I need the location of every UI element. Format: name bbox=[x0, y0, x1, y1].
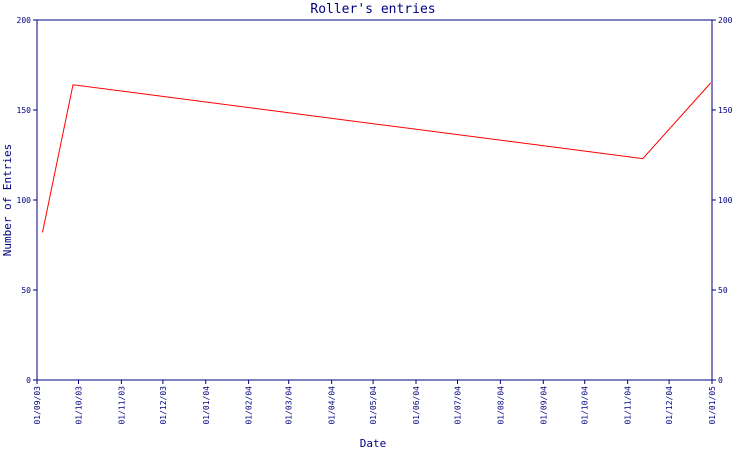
y-tick-label-left: 0 bbox=[26, 376, 31, 385]
x-tick-label: 01/09/03 bbox=[33, 386, 42, 425]
series-layer bbox=[41, 82, 712, 234]
series-line bbox=[42, 82, 711, 233]
x-tick-label: 01/08/04 bbox=[496, 386, 505, 425]
y-tick-label-right: 150 bbox=[718, 106, 733, 115]
y-tick-label-left: 100 bbox=[17, 196, 32, 205]
data-point bbox=[641, 157, 644, 160]
x-tick-label: 01/09/04 bbox=[539, 386, 548, 425]
x-tick-label: 01/03/04 bbox=[285, 386, 294, 425]
x-tick-label: 01/10/04 bbox=[581, 386, 590, 425]
y-axis-ticks: 0 0 50 50 100 100 150 150 200 200 bbox=[17, 16, 733, 385]
plot-frame bbox=[36, 19, 713, 381]
x-axis-ticks: 01/09/03 01/10/03 01/11/03 01/12/03 01/01/04… bbox=[33, 380, 717, 425]
plot-border bbox=[36, 19, 713, 381]
x-tick-label: 01/01/04 bbox=[202, 386, 211, 425]
y-axis-title: Number of Entries bbox=[1, 144, 14, 257]
x-tick-label: 01/12/03 bbox=[159, 386, 168, 425]
x-tick-label: 01/05/04 bbox=[369, 386, 378, 425]
data-point bbox=[71, 83, 74, 86]
x-tick-label: 01/11/04 bbox=[624, 386, 633, 425]
y-tick-label-left: 50 bbox=[21, 286, 31, 295]
x-tick-label: 01/01/05 bbox=[708, 386, 717, 425]
x-tick-label: 01/11/03 bbox=[117, 386, 126, 425]
data-point bbox=[41, 231, 44, 234]
x-tick-label: 01/07/04 bbox=[453, 386, 462, 425]
y-tick-label-right: 0 bbox=[718, 376, 723, 385]
x-axis-title: Date bbox=[360, 437, 387, 450]
x-tick-label: 01/06/04 bbox=[412, 386, 421, 425]
y-tick-label-left: 200 bbox=[17, 16, 32, 25]
chart-title: Roller's entries bbox=[310, 2, 435, 17]
x-tick-label: 01/12/04 bbox=[665, 386, 674, 425]
x-tick-label: 01/04/04 bbox=[328, 386, 337, 425]
data-point bbox=[709, 82, 712, 85]
y-tick-label-right: 100 bbox=[718, 196, 733, 205]
y-tick-label-left: 150 bbox=[17, 106, 32, 115]
y-tick-label-right: 50 bbox=[718, 286, 728, 295]
x-tick-label: 01/02/04 bbox=[245, 386, 254, 425]
x-tick-label: 01/10/03 bbox=[74, 386, 83, 425]
y-tick-label-right: 200 bbox=[718, 16, 733, 25]
